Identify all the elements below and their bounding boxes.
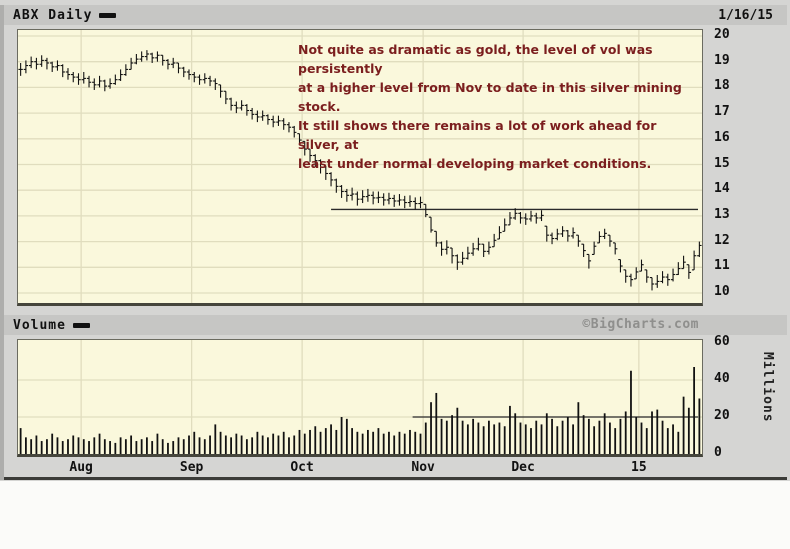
month-label: 15: [631, 460, 647, 475]
volume-tick-label: 60: [714, 334, 730, 349]
price-line-style-icon: [99, 12, 117, 18]
chart-date: 1/16/15: [718, 8, 773, 23]
volume-unit-label: Millions: [760, 352, 775, 423]
volume-tick-label: 20: [714, 408, 730, 423]
annotation-line: It still shows there remains a lot of wo…: [298, 118, 657, 152]
month-label: Sep: [179, 460, 204, 475]
price-tick-label: 19: [714, 52, 730, 68]
price-tick-label: 18: [714, 78, 730, 94]
price-tick-label: 14: [714, 181, 730, 197]
volume-title: Volume: [13, 317, 66, 333]
volume-tick-label: 0: [714, 445, 722, 460]
volume-chart-svg: [18, 340, 702, 454]
annotation-line: least under normal developing market con…: [298, 156, 652, 171]
price-chart-plot: Not quite as dramatic as gold, the level…: [17, 29, 703, 306]
symbol-header-bar: ABX Daily 1/16/15: [4, 5, 787, 25]
volume-chart-plot: [17, 339, 703, 457]
symbol-title: ABX Daily: [13, 7, 93, 23]
price-tick-label: 17: [714, 104, 730, 120]
annotation-line: at a higher level from Nov to date in th…: [298, 80, 682, 114]
panel-left-shadow: [0, 5, 4, 480]
volume-bar-style-icon: [72, 322, 90, 328]
analyst-annotation: Not quite as dramatic as gold, the level…: [298, 40, 698, 173]
month-label: Oct: [290, 460, 314, 475]
price-tick-label: 11: [714, 258, 730, 274]
price-chart-svg: [18, 30, 702, 303]
annotation-line: Not quite as dramatic as gold, the level…: [298, 42, 653, 76]
price-tick-label: 20: [714, 27, 730, 42]
price-tick-label: 16: [714, 129, 730, 145]
volume-tick-label: 40: [714, 371, 730, 386]
x-axis-strip: Aug Sep Oct Nov Dec 15: [4, 458, 787, 480]
month-label: Dec: [511, 460, 535, 475]
bigcharts-watermark: ©BigCharts.com: [582, 317, 699, 332]
month-label: Aug: [69, 460, 93, 475]
right-axis-labels: 20 19 18 17 16 15 14 13 12 11 10 60 40 20 0: [703, 0, 790, 481]
price-tick-label: 13: [714, 206, 730, 222]
price-tick-label: 10: [714, 284, 730, 299]
bottom-margin: [0, 481, 790, 549]
price-tick-label: 12: [714, 232, 730, 248]
price-tick-label: 15: [714, 155, 730, 171]
month-label: Nov: [411, 460, 435, 475]
volume-header-bar: Volume ©BigCharts.com: [4, 315, 787, 335]
